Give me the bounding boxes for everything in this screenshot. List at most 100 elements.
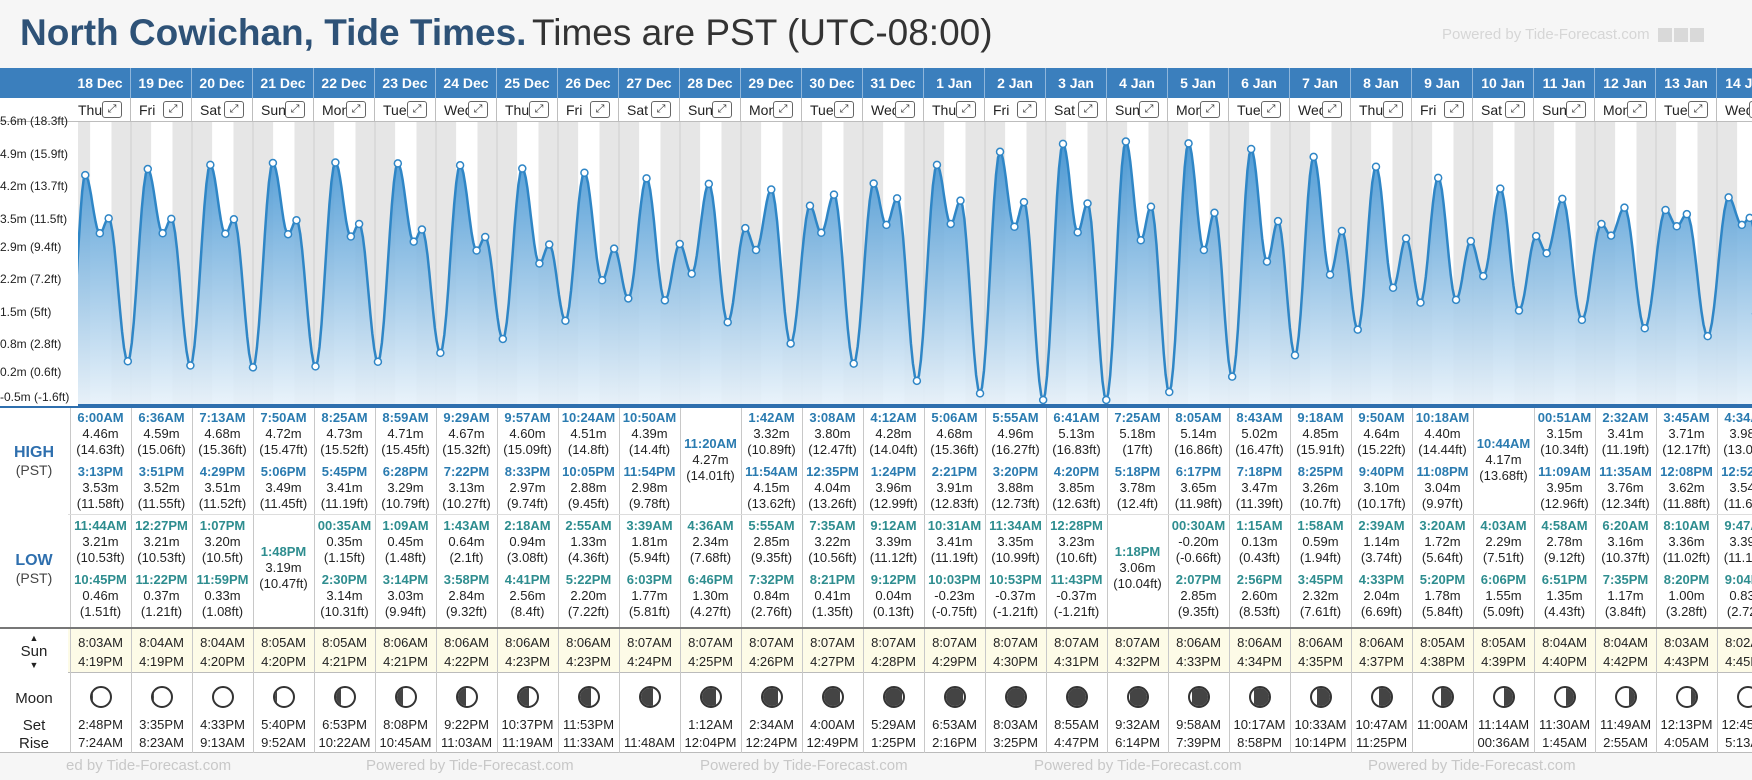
tide-point[interactable] bbox=[535, 259, 544, 268]
tide-point[interactable] bbox=[354, 219, 364, 229]
tide-point[interactable] bbox=[311, 362, 320, 371]
tide-point[interactable] bbox=[1309, 152, 1318, 162]
tide-point[interactable] bbox=[829, 190, 839, 199]
expand-day-button[interactable]: ⤢ bbox=[468, 101, 488, 118]
tide-point[interactable] bbox=[882, 220, 891, 230]
tide-point[interactable] bbox=[480, 232, 490, 242]
expand-day-button[interactable]: ⤢ bbox=[224, 101, 244, 118]
tide-point[interactable] bbox=[1558, 194, 1567, 204]
tide-point[interactable] bbox=[248, 363, 258, 372]
tide-point[interactable] bbox=[869, 179, 878, 188]
expand-day-button[interactable]: ⤢ bbox=[1688, 101, 1708, 118]
tide-point[interactable] bbox=[283, 229, 293, 239]
tide-point[interactable] bbox=[1514, 306, 1524, 315]
expand-day-button[interactable]: ⤢ bbox=[834, 101, 854, 118]
tide-point[interactable] bbox=[1058, 139, 1068, 149]
tide-point[interactable] bbox=[104, 214, 113, 223]
tide-point[interactable] bbox=[1433, 173, 1443, 183]
tide-point[interactable] bbox=[642, 174, 651, 183]
tide-point[interactable] bbox=[1703, 331, 1712, 341]
expand-day-button[interactable]: ⤢ bbox=[1139, 101, 1159, 118]
tide-point[interactable] bbox=[932, 160, 942, 170]
tide-point[interactable] bbox=[346, 232, 356, 241]
tide-point[interactable] bbox=[609, 244, 619, 253]
tide-point[interactable] bbox=[143, 164, 153, 174]
tide-point[interactable] bbox=[1606, 231, 1616, 240]
tide-point[interactable] bbox=[1466, 236, 1476, 246]
tide-point[interactable] bbox=[1597, 219, 1606, 229]
tide-point[interactable] bbox=[624, 294, 633, 303]
expand-day-button[interactable]: ⤢ bbox=[1200, 101, 1220, 118]
tide-point[interactable] bbox=[81, 170, 90, 180]
tide-point[interactable] bbox=[331, 158, 340, 167]
expand-day-button[interactable]: ⤢ bbox=[529, 101, 549, 118]
tide-point[interactable] bbox=[660, 296, 670, 305]
tide-point[interactable] bbox=[1353, 325, 1362, 334]
expand-day-button[interactable]: ⤢ bbox=[1566, 101, 1586, 118]
tide-point[interactable] bbox=[1745, 213, 1752, 223]
tide-point[interactable] bbox=[292, 215, 301, 225]
expand-day-button[interactable]: ⤢ bbox=[102, 101, 122, 118]
tide-point[interactable] bbox=[1083, 199, 1092, 208]
tide-point[interactable] bbox=[975, 389, 985, 398]
tide-point[interactable] bbox=[544, 240, 554, 249]
tide-point[interactable] bbox=[1184, 139, 1193, 148]
tide-point[interactable] bbox=[1401, 234, 1411, 243]
expand-day-button[interactable]: ⤢ bbox=[1505, 101, 1525, 118]
tide-point[interactable] bbox=[1325, 270, 1335, 279]
tide-point[interactable] bbox=[786, 339, 795, 348]
tide-point[interactable] bbox=[393, 159, 403, 168]
expand-day-button[interactable]: ⤢ bbox=[651, 101, 671, 118]
tide-point[interactable] bbox=[417, 225, 427, 234]
tide-point[interactable] bbox=[849, 359, 858, 368]
tide-point[interactable] bbox=[1246, 144, 1256, 154]
tide-point[interactable] bbox=[1121, 137, 1131, 146]
tide-point[interactable] bbox=[1262, 257, 1272, 266]
tide-point[interactable] bbox=[1073, 228, 1082, 237]
powered-by-link[interactable]: Powered by Tide-Forecast.com bbox=[1442, 26, 1704, 43]
expand-day-button[interactable]: ⤢ bbox=[773, 101, 793, 118]
expand-day-button[interactable]: ⤢ bbox=[285, 101, 305, 118]
tide-point[interactable] bbox=[597, 276, 607, 285]
tide-point[interactable] bbox=[687, 269, 696, 279]
tide-point[interactable] bbox=[561, 316, 570, 326]
expand-day-button[interactable]: ⤢ bbox=[1383, 101, 1403, 118]
tide-point[interactable] bbox=[675, 239, 684, 249]
tide-point[interactable] bbox=[373, 357, 383, 367]
tide-point[interactable] bbox=[751, 245, 761, 255]
tide-point[interactable] bbox=[1199, 245, 1209, 255]
tide-point[interactable] bbox=[1620, 203, 1629, 212]
tide-point[interactable] bbox=[1136, 236, 1146, 245]
tide-point[interactable] bbox=[1577, 315, 1587, 325]
tide-point[interactable] bbox=[221, 229, 230, 238]
expand-day-button[interactable]: ⤢ bbox=[1078, 101, 1098, 118]
tide-point[interactable] bbox=[741, 223, 750, 233]
tide-point[interactable] bbox=[704, 179, 714, 189]
expand-day-button[interactable]: ⤢ bbox=[346, 101, 366, 118]
tide-point[interactable] bbox=[518, 164, 527, 173]
tide-point[interactable] bbox=[186, 361, 195, 370]
tide-point[interactable] bbox=[1337, 226, 1347, 236]
tide-point[interactable] bbox=[723, 317, 732, 327]
tide-point[interactable] bbox=[1640, 323, 1650, 333]
tide-point[interactable] bbox=[1672, 222, 1682, 231]
tide-point[interactable] bbox=[1371, 162, 1381, 171]
tide-point[interactable] bbox=[229, 215, 239, 224]
tide-point[interactable] bbox=[1102, 395, 1111, 405]
tide-point[interactable] bbox=[766, 185, 776, 194]
tide-point[interactable] bbox=[1227, 372, 1237, 381]
expand-day-button[interactable]: ⤢ bbox=[1261, 101, 1281, 118]
tide-point[interactable] bbox=[498, 334, 508, 344]
tide-point[interactable] bbox=[946, 219, 955, 229]
tide-point[interactable] bbox=[1165, 387, 1174, 397]
expand-day-button[interactable]: ⤢ bbox=[163, 101, 183, 118]
expand-day-button[interactable]: ⤢ bbox=[590, 101, 610, 118]
tide-point[interactable] bbox=[455, 161, 465, 170]
tide-point[interactable] bbox=[1479, 271, 1488, 281]
tide-point[interactable] bbox=[580, 168, 589, 177]
tide-point[interactable] bbox=[436, 348, 445, 358]
tide-point[interactable] bbox=[268, 158, 278, 168]
tide-point[interactable] bbox=[805, 201, 815, 211]
expand-day-button[interactable]: ⤢ bbox=[407, 101, 427, 118]
tide-point[interactable] bbox=[1724, 193, 1733, 202]
